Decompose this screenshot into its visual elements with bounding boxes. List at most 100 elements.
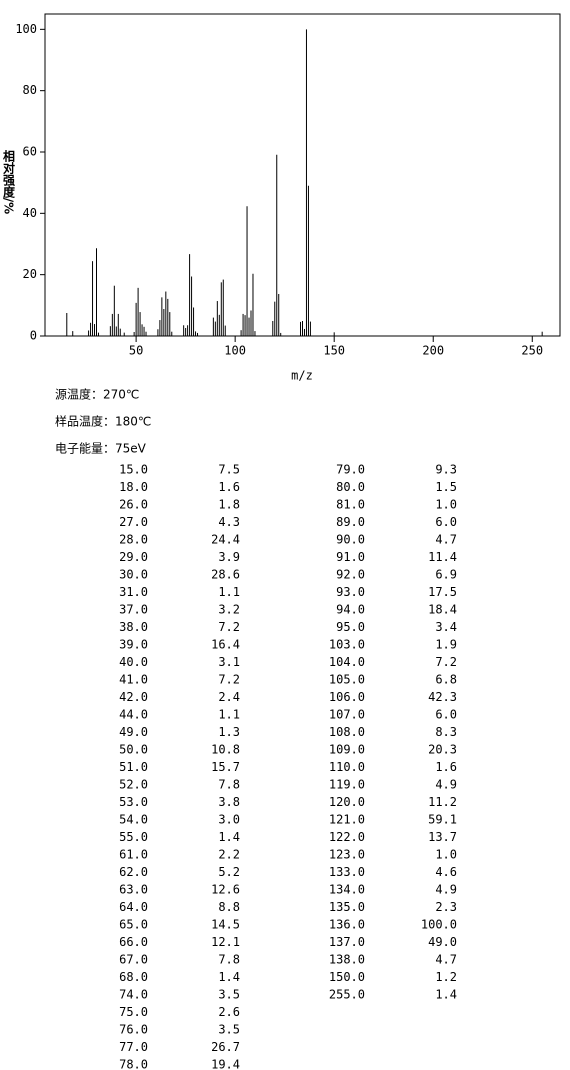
intensity-cell: 3.5 (218, 988, 240, 1002)
intensity-cell: 1.4 (218, 830, 240, 844)
mz-cell: 109.0 (329, 743, 365, 757)
intensity-cell: 4.3 (218, 515, 240, 529)
mz-cell: 62.0 (119, 865, 148, 879)
mz-cell: 76.0 (119, 1023, 148, 1037)
y-axis-label: 相对强度/% (2, 148, 16, 214)
intensity-cell: 3.5 (218, 1023, 240, 1037)
mz-cell: 31.0 (119, 585, 148, 599)
mz-cell: 134.0 (329, 883, 365, 897)
intensity-cell: 7.8 (218, 778, 240, 792)
mz-cell: 30.0 (119, 568, 148, 582)
y-tick-label: 100 (15, 22, 37, 36)
mz-cell: 104.0 (329, 655, 365, 669)
mz-cell: 65.0 (119, 918, 148, 932)
mz-cell: 122.0 (329, 830, 365, 844)
mz-cell: 255.0 (329, 988, 365, 1002)
intensity-cell: 15.7 (211, 760, 240, 774)
mz-cell: 92.0 (336, 568, 365, 582)
y-tick-label: 60 (23, 145, 37, 159)
intensity-cell: 12.6 (211, 883, 240, 897)
intensity-cell: 7.2 (218, 673, 240, 687)
intensity-cell: 3.2 (218, 603, 240, 617)
intensity-cell: 13.7 (428, 830, 457, 844)
intensity-cell: 1.0 (435, 848, 457, 862)
intensity-cell: 49.0 (428, 935, 457, 949)
mz-cell: 49.0 (119, 725, 148, 739)
intensity-cell: 7.2 (218, 620, 240, 634)
mz-cell: 110.0 (329, 760, 365, 774)
plot-frame (44, 13, 561, 337)
mz-cell: 51.0 (119, 760, 148, 774)
mz-cell: 27.0 (119, 515, 148, 529)
intensity-cell: 11.4 (428, 550, 457, 564)
mz-cell: 39.0 (119, 638, 148, 652)
intensity-cell: 1.8 (218, 498, 240, 512)
mz-cell: 28.0 (119, 533, 148, 547)
mz-cell: 55.0 (119, 830, 148, 844)
intensity-cell: 24.4 (211, 533, 240, 547)
mz-cell: 44.0 (119, 708, 148, 722)
mz-cell: 107.0 (329, 708, 365, 722)
mz-cell: 78.0 (119, 1058, 148, 1070)
info-line: 样品温度：180℃ (55, 414, 151, 429)
x-tick-label: 200 (422, 344, 444, 358)
intensity-cell: 7.8 (218, 953, 240, 967)
mz-cell: 150.0 (329, 970, 365, 984)
mz-cell: 95.0 (336, 620, 365, 634)
mz-cell: 64.0 (119, 900, 148, 914)
y-tick-label: 40 (23, 206, 37, 220)
intensity-cell: 8.8 (218, 900, 240, 914)
mz-cell: 105.0 (329, 673, 365, 687)
intensity-cell: 3.4 (435, 620, 457, 634)
mz-cell: 37.0 (119, 603, 148, 617)
intensity-cell: 1.1 (218, 708, 240, 722)
mz-cell: 75.0 (119, 1005, 148, 1019)
intensity-cell: 4.6 (435, 865, 457, 879)
mz-cell: 135.0 (329, 900, 365, 914)
mz-cell: 61.0 (119, 848, 148, 862)
intensity-cell: 4.7 (435, 953, 457, 967)
intensity-cell: 8.3 (435, 725, 457, 739)
mz-cell: 41.0 (119, 673, 148, 687)
intensity-cell: 10.8 (211, 743, 240, 757)
intensity-cell: 2.2 (218, 848, 240, 862)
intensity-cell: 1.2 (435, 970, 457, 984)
x-tick-label: 50 (129, 344, 143, 358)
mz-cell: 81.0 (336, 498, 365, 512)
intensity-cell: 18.4 (428, 603, 457, 617)
mz-cell: 50.0 (119, 743, 148, 757)
intensity-cell: 1.6 (435, 760, 457, 774)
intensity-cell: 1.0 (435, 498, 457, 512)
mz-cell: 108.0 (329, 725, 365, 739)
mz-cell: 18.0 (119, 480, 148, 494)
mz-cell: 74.0 (119, 988, 148, 1002)
intensity-cell: 28.6 (211, 568, 240, 582)
intensity-cell: 6.9 (435, 568, 457, 582)
mz-cell: 68.0 (119, 970, 148, 984)
mz-cell: 26.0 (119, 498, 148, 512)
mz-cell: 106.0 (329, 690, 365, 704)
x-tick-label: 250 (521, 344, 543, 358)
intensity-cell: 4.7 (435, 533, 457, 547)
info-line: 电子能量：75eV (55, 442, 147, 456)
mz-cell: 15.0 (119, 463, 148, 477)
intensity-cell: 42.3 (428, 690, 457, 704)
mz-cell: 67.0 (119, 953, 148, 967)
intensity-cell: 1.9 (435, 638, 457, 652)
intensity-cell: 11.2 (428, 795, 457, 809)
intensity-cell: 1.4 (435, 988, 457, 1002)
y-tick-label: 80 (23, 83, 37, 97)
intensity-cell: 4.9 (435, 883, 457, 897)
intensity-cell: 4.9 (435, 778, 457, 792)
intensity-cell: 3.8 (218, 795, 240, 809)
intensity-cell: 1.3 (218, 725, 240, 739)
mz-cell: 121.0 (329, 813, 365, 827)
mz-cell: 52.0 (119, 778, 148, 792)
intensity-cell: 1.4 (218, 970, 240, 984)
mz-cell: 133.0 (329, 865, 365, 879)
y-tick-label: 0 (30, 329, 37, 343)
mz-cell: 38.0 (119, 620, 148, 634)
mz-cell: 80.0 (336, 480, 365, 494)
intensity-cell: 2.3 (435, 900, 457, 914)
